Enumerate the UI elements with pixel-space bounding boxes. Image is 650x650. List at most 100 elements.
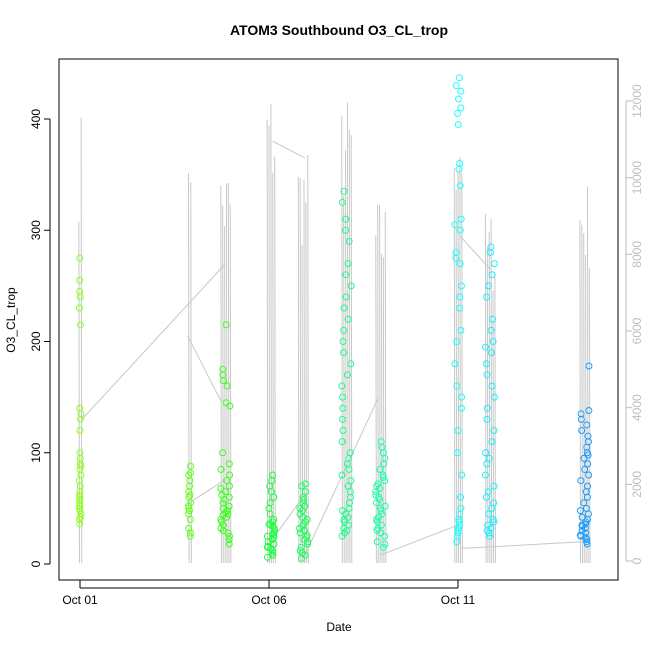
data-point	[583, 538, 591, 546]
altitude-trace	[382, 257, 385, 564]
altitude-trace	[345, 150, 347, 564]
data-point	[225, 532, 233, 540]
data-point	[76, 321, 84, 329]
data-point	[296, 547, 304, 555]
data-point	[338, 471, 346, 479]
data-point	[457, 215, 465, 223]
data-point	[339, 427, 347, 434]
data-point	[338, 438, 346, 446]
data-point	[489, 338, 497, 345]
data-point	[585, 471, 593, 479]
transit-line	[461, 541, 583, 549]
altitude-trace	[343, 195, 345, 564]
data-point	[483, 371, 491, 379]
data-point	[76, 502, 84, 510]
data-point	[488, 382, 496, 390]
data-point	[186, 491, 194, 499]
data-point	[223, 507, 231, 515]
data-point	[296, 524, 304, 532]
y-tick-label: 0	[29, 560, 43, 567]
data-point	[225, 493, 233, 501]
data-point	[185, 471, 193, 479]
data-point	[483, 293, 491, 301]
data-point	[297, 543, 305, 551]
data-point	[346, 449, 354, 457]
data-point	[454, 95, 462, 103]
data-point	[340, 304, 348, 312]
data-point	[347, 477, 355, 485]
data-point	[225, 460, 233, 468]
data-point	[185, 524, 193, 532]
data-point	[584, 432, 592, 440]
data-point	[484, 521, 492, 529]
data-point	[377, 521, 385, 529]
altitude-trace	[272, 172, 274, 564]
data-point	[340, 524, 348, 532]
data-point	[270, 540, 278, 548]
data-point	[582, 529, 590, 537]
y2-tick-label: 0	[630, 557, 644, 564]
altitude-trace	[484, 213, 487, 564]
y-axis-label: O3_CL_trop	[4, 287, 18, 353]
altitude-trace	[583, 233, 585, 564]
altitude-trace	[581, 224, 583, 564]
data-point	[301, 488, 309, 496]
data-point	[186, 529, 194, 537]
data-point	[300, 520, 308, 528]
data-point	[225, 482, 233, 490]
data-point	[376, 465, 384, 473]
data-point	[456, 226, 464, 234]
transit-line	[272, 140, 306, 159]
data-point	[580, 499, 588, 507]
data-point	[298, 482, 306, 490]
transit-line	[304, 396, 380, 556]
data-point	[270, 533, 278, 541]
data-point	[223, 382, 231, 390]
data-point	[576, 507, 584, 515]
data-point	[217, 465, 225, 473]
data-point	[345, 521, 353, 529]
data-point	[339, 338, 347, 345]
data-point	[344, 315, 352, 323]
data-point	[485, 529, 493, 537]
data-point	[457, 87, 465, 95]
altitude-trace	[341, 115, 343, 564]
data-point	[225, 540, 233, 548]
data-point	[347, 282, 355, 290]
y2-tick-label: 4000	[630, 394, 644, 421]
transit-line	[274, 491, 308, 537]
y2-tick-label: 8000	[630, 241, 644, 268]
data-point	[456, 304, 464, 312]
data-point	[581, 465, 589, 473]
data-point	[217, 484, 225, 492]
altitude-trace	[80, 117, 83, 564]
data-point	[485, 454, 493, 462]
data-point	[488, 271, 496, 279]
data-point	[456, 260, 464, 268]
data-point	[186, 532, 194, 540]
data-point	[481, 471, 489, 479]
y2-tick-label: 6000	[630, 317, 644, 344]
data-point	[381, 502, 389, 510]
data-point	[219, 499, 227, 507]
data-point	[343, 371, 351, 379]
altitude-trace	[270, 103, 272, 564]
data-point	[458, 393, 466, 401]
data-point	[482, 449, 490, 457]
data-point	[578, 427, 586, 434]
data-point	[490, 499, 498, 507]
altitude-trace	[457, 172, 460, 564]
data-point	[452, 249, 460, 256]
altitude-trace	[384, 211, 387, 564]
data-point	[76, 287, 84, 295]
data-point	[490, 482, 498, 490]
data-point	[76, 449, 84, 457]
data-point	[344, 260, 352, 268]
data-point	[456, 160, 464, 167]
data-point	[338, 382, 346, 390]
data-point	[345, 465, 353, 473]
data-point	[487, 326, 495, 334]
altitude-trace	[224, 225, 226, 564]
data-point	[381, 540, 389, 548]
